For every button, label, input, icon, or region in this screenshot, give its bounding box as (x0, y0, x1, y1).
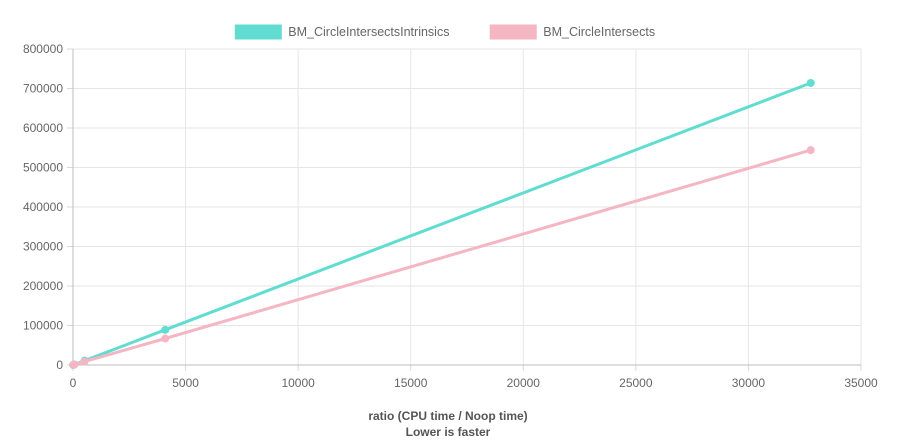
axes: 0100000200000300000400000500000600000700… (23, 42, 878, 390)
series-group (69, 78, 815, 369)
x-tick-label: 15000 (394, 376, 428, 390)
y-tick-label: 300000 (23, 240, 63, 254)
y-tick-label: 600000 (23, 121, 63, 135)
x-axis-label: ratio (CPU time / Noop time) (368, 409, 527, 423)
y-tick-label: 0 (56, 358, 63, 372)
legend-swatch[interactable] (234, 24, 282, 40)
y-tick-label: 100000 (23, 319, 63, 333)
x-tick-label: 20000 (507, 376, 541, 390)
legend-label[interactable]: BM_CircleIntersectsIntrinsics (288, 25, 449, 39)
series-line-2 (71, 148, 813, 367)
data-point (80, 357, 89, 366)
legend-item-2[interactable]: BM_CircleIntersects (489, 24, 655, 40)
data-point (161, 334, 170, 343)
x-tick-label: 30000 (732, 376, 766, 390)
y-tick-label: 500000 (23, 161, 63, 175)
series-line-1 (71, 81, 813, 367)
legend-swatch[interactable] (489, 24, 537, 40)
x-axis-note: Lower is faster (406, 425, 491, 439)
x-tick-label: 5000 (172, 376, 199, 390)
data-point (161, 325, 170, 334)
y-tick-label: 700000 (23, 82, 63, 96)
y-tick-label: 200000 (23, 279, 63, 293)
x-tick-label: 35000 (844, 376, 878, 390)
legend-label[interactable]: BM_CircleIntersects (543, 25, 655, 39)
x-tick-label: 0 (70, 376, 77, 390)
x-tick-label: 10000 (281, 376, 315, 390)
data-point (806, 78, 815, 87)
y-tick-label: 800000 (23, 42, 63, 56)
legend[interactable]: BM_CircleIntersectsIntrinsics BM_CircleIn… (234, 24, 655, 40)
y-tick-label: 400000 (23, 200, 63, 214)
data-point (70, 360, 79, 369)
legend-item-1[interactable]: BM_CircleIntersectsIntrinsics (234, 24, 449, 40)
grid (73, 48, 862, 365)
data-point (806, 146, 815, 155)
x-tick-label: 25000 (619, 376, 653, 390)
